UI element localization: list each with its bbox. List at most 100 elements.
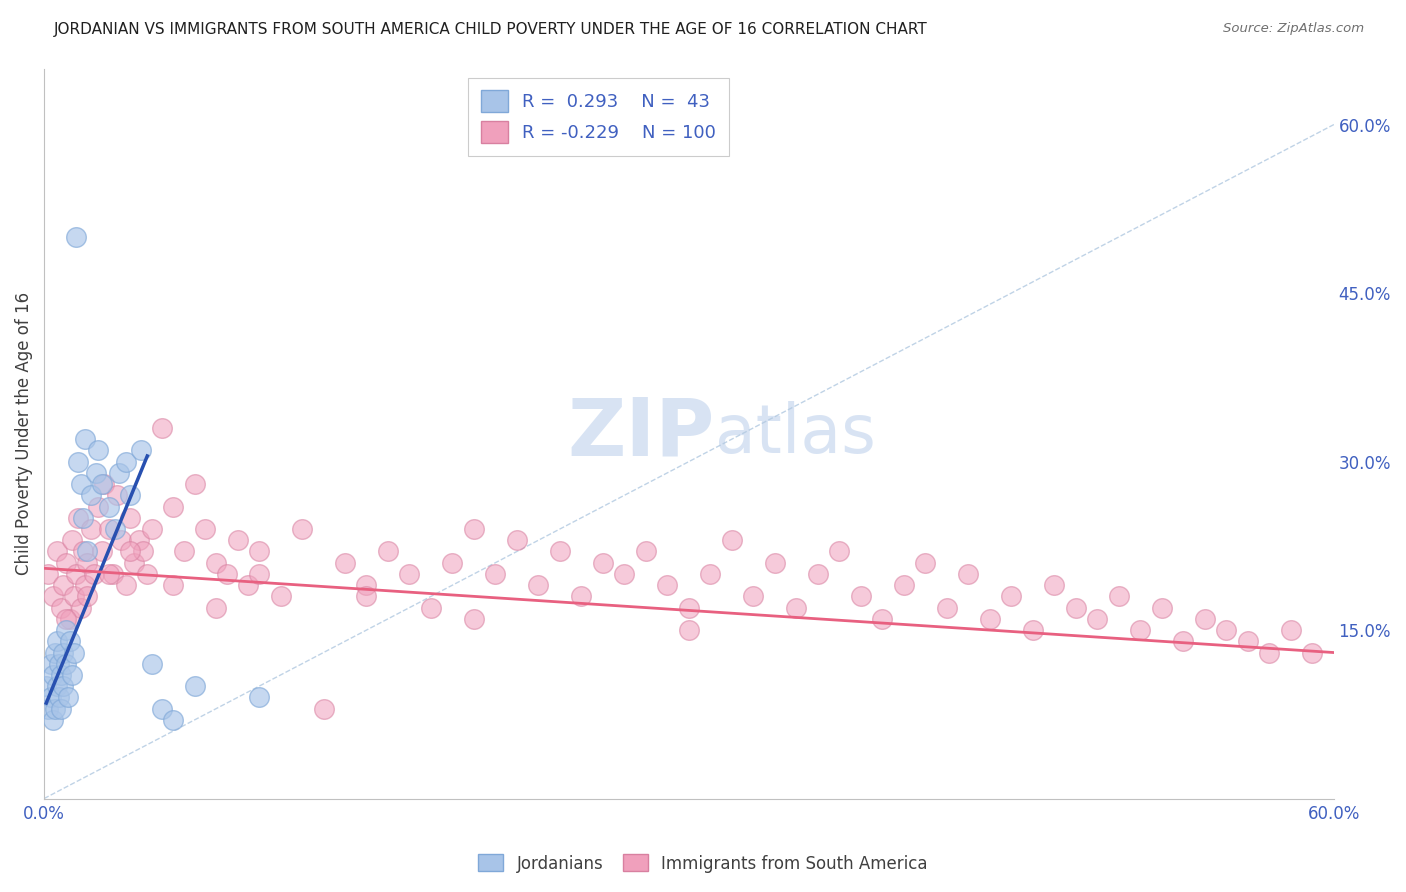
Point [1000,590,1022,604]
Point [91,544,114,558]
Point [132,544,155,558]
Point [63,590,86,604]
Point [162,578,184,592]
Point [1301,646,1323,660]
Point [1108,590,1130,604]
Point [150,701,173,715]
Point [59,634,82,648]
Point [46,544,69,558]
Point [613,566,636,581]
Point [162,500,184,514]
Point [183,679,205,693]
Point [51,600,73,615]
Point [35,679,58,693]
Point [55,612,77,626]
Point [238,578,260,592]
Point [56,690,79,705]
Point [678,623,700,637]
Point [849,590,872,604]
Point [52,679,75,693]
Point [699,566,721,581]
Point [48,657,70,671]
Point [205,600,228,615]
Point [678,600,700,615]
Point [101,566,124,581]
Point [120,544,142,558]
Point [69,477,91,491]
Point [270,590,292,604]
Point [41,590,63,604]
Point [46,634,69,648]
Point [110,533,132,548]
Point [128,533,150,548]
Point [463,522,485,536]
Point [65,230,87,244]
Point [527,578,550,592]
Point [893,578,915,592]
Y-axis label: Child Poverty Under the Age of 16: Child Poverty Under the Age of 16 [15,292,32,575]
Point [87,500,110,514]
Legend: R =  0.293    N =  43, R = -0.229    N = 100: R = 0.293 N = 43, R = -0.229 N = 100 [468,78,728,156]
Point [872,612,894,626]
Point [1129,623,1152,637]
Point [1085,612,1108,626]
Text: JORDANIAN VS IMMIGRANTS FROM SOUTH AMERICA CHILD POVERTY UNDER THE AGE OF 16 COR: JORDANIAN VS IMMIGRANTS FROM SOUTH AMERI… [53,22,927,37]
Point [979,612,1001,626]
Point [333,556,356,570]
Point [247,690,270,705]
Point [44,701,66,715]
Point [592,556,614,570]
Point [114,454,136,468]
Point [60,668,83,682]
Point [41,668,63,682]
Point [291,522,314,536]
Point [51,701,73,715]
Text: Source: ZipAtlas.com: Source: ZipAtlas.com [1223,22,1364,36]
Point [69,600,91,615]
Point [463,612,485,626]
Point [105,488,128,502]
Point [935,600,957,615]
Point [194,522,217,536]
Point [205,556,228,570]
Point [76,544,98,558]
Point [51,668,73,682]
Point [721,533,744,548]
Point [226,533,249,548]
Point [48,690,70,705]
Point [41,713,63,727]
Point [76,556,98,570]
Point [108,466,131,480]
Point [1279,623,1302,637]
Point [83,566,105,581]
Point [39,690,62,705]
Point [87,443,110,458]
Point [398,566,420,581]
Point [60,533,83,548]
Point [215,566,238,581]
Point [136,566,159,581]
Text: atlas: atlas [714,401,876,467]
Point [67,510,90,524]
Point [37,566,59,581]
Point [114,578,136,592]
Point [247,566,270,581]
Point [55,657,77,671]
Point [162,713,184,727]
Point [39,657,62,671]
Legend: Jordanians, Immigrants from South America: Jordanians, Immigrants from South Americ… [471,847,935,880]
Point [763,556,786,570]
Point [150,421,173,435]
Point [356,578,378,592]
Point [37,701,59,715]
Point [183,477,205,491]
Point [1022,623,1045,637]
Point [420,600,443,615]
Point [67,454,90,468]
Point [55,556,77,570]
Point [72,510,94,524]
Point [44,646,66,660]
Point [1150,600,1173,615]
Point [91,477,114,491]
Point [59,612,82,626]
